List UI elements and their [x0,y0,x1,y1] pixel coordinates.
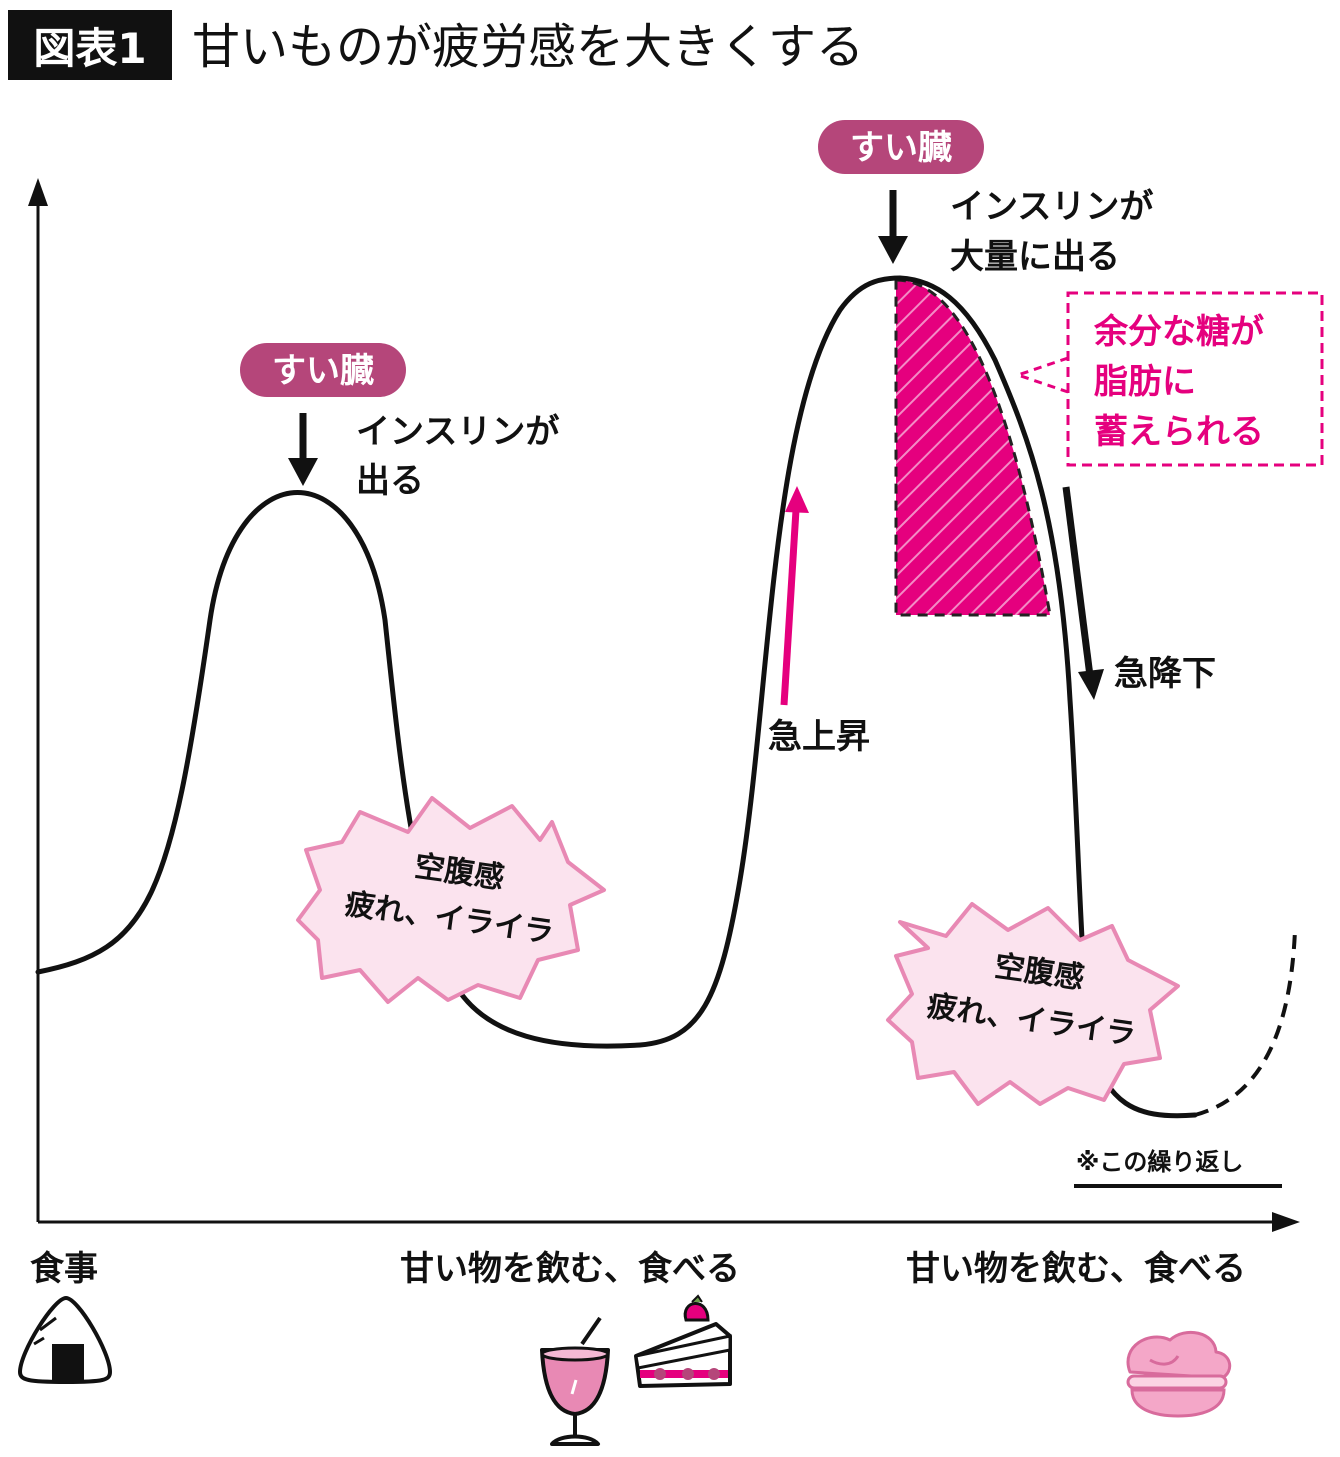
blood-sugar-curve [35,275,1198,1119]
burst-2-shape [886,902,1180,1106]
pancreas-badge-1 [240,343,406,397]
fat-callout-line1: 余分な糖が [1093,312,1264,352]
fall-arrow-head [1078,669,1104,700]
insulin-text-2b: 大量に出る [950,237,1120,277]
y-axis-arrowhead [28,178,48,206]
burst-1-shape [296,796,606,1004]
onigiri-icon [18,1296,112,1384]
insulin-text-1b: 出る [356,461,424,501]
juice-glass-icon [540,1316,610,1446]
fat-callout-pointer [1013,356,1069,394]
insulin-text-1a: インスリンが [356,412,559,452]
rise-arrow [780,509,800,706]
peak1-annotation: すい臓 インスリンが 出る [240,343,559,501]
x-label-meal: 食事 [30,1249,98,1289]
figure-header: 図表1 甘いものが疲労感を大きくする [8,10,864,80]
x-label-sweet-1: 甘い物を飲む、食べる [400,1249,740,1289]
macaron-icon [1126,1330,1232,1418]
rise-label: 急上昇 [768,717,870,757]
fat-callout-box [1066,291,1324,467]
x-label-sweet-2: 甘い物を飲む、食べる [906,1249,1246,1289]
hunger-burst-2: 空腹感 疲れ、イライラ [886,902,1180,1106]
rapid-fall-annotation: 急降下 [1062,486,1216,700]
peak2-annotation: すい臓 インスリンが 大量に出る [818,120,1153,277]
fat-callout-line2: 脂肪に [1094,362,1196,402]
fat-storage-region [894,278,1052,617]
cake-slice-icon [634,1294,732,1388]
figure-tag-box [8,10,172,80]
insulin-text-2a: インスリンが [950,187,1153,227]
pancreas-badge-2-label: すい臓 [850,128,952,168]
rise-arrow-head [785,486,809,513]
x-axis-arrowhead [1272,1212,1300,1232]
insulin-arrow-1-head [288,458,318,486]
figure-title: 甘いものが疲労感を大きくする [192,19,864,75]
pancreas-badge-2 [818,120,984,174]
fall-arrow [1062,486,1094,677]
repeat-curve-dashed [1194,929,1297,1117]
repeat-note: ※この繰り返し [1074,1148,1282,1188]
insulin-arrow-2-head [878,236,908,264]
figure-tag: 図表1 [33,24,146,73]
fall-label: 急降下 [1114,654,1216,694]
repeat-note-text: ※この繰り返し [1076,1148,1243,1176]
fat-storage-callout: 余分な糖が 脂肪に 蓄えられる [1013,291,1324,467]
rapid-rise-annotation: 急上昇 [768,486,870,757]
fat-callout-line3: 蓄えられる [1094,412,1264,452]
pancreas-badge-1-label: すい臓 [272,351,374,391]
axes [28,178,1300,1232]
hunger-burst-1: 空腹感 疲れ、イライラ [296,796,606,1004]
